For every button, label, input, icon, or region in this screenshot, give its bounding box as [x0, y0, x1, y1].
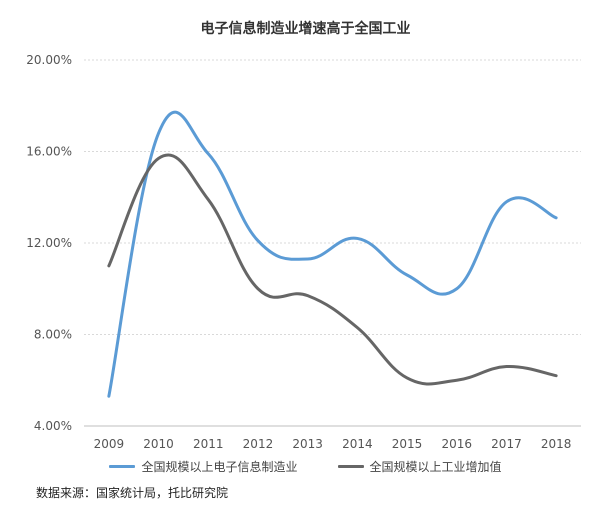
x-tick-label: 2012 — [243, 437, 274, 451]
legend-item-industry: 全国规模以上工业增加值 — [337, 458, 502, 475]
x-tick-label: 2015 — [392, 437, 423, 451]
y-tick-label: 20.00% — [26, 53, 72, 67]
legend-item-electronics: 全国规模以上电子信息制造业 — [109, 458, 298, 475]
x-tick-label: 2010 — [143, 437, 174, 451]
legend-swatch-electronics — [109, 465, 136, 468]
legend-label-electronics: 全国规模以上电子信息制造业 — [141, 460, 298, 474]
x-tick-label: 2011 — [193, 437, 224, 451]
source-note: 数据来源：国家统计局，托比研究院 — [36, 486, 229, 500]
x-tick-label: 2013 — [292, 437, 323, 451]
legend-swatch-industry — [337, 465, 364, 468]
x-tick-label: 2017 — [491, 437, 522, 451]
x-tick-label: 2016 — [441, 437, 472, 451]
y-tick-label: 12.00% — [26, 236, 72, 250]
series-line-1 — [107, 153, 558, 386]
y-tick-label: 16.00% — [26, 145, 72, 159]
chart-title: 电子信息制造业增速高于全国工业 — [200, 21, 411, 37]
x-tick-label: 2009 — [94, 437, 125, 451]
legend: 全国规模以上电子信息制造业 全国规模以上工业增加值 — [0, 458, 611, 475]
legend-label-industry: 全国规模以上工业增加值 — [369, 460, 502, 474]
x-tick-label: 2018 — [541, 437, 572, 451]
y-tick-label: 4.00% — [34, 419, 72, 433]
series-line-0 — [107, 110, 558, 398]
y-tick-label: 8.00% — [34, 328, 72, 342]
x-tick-label: 2014 — [342, 437, 373, 451]
